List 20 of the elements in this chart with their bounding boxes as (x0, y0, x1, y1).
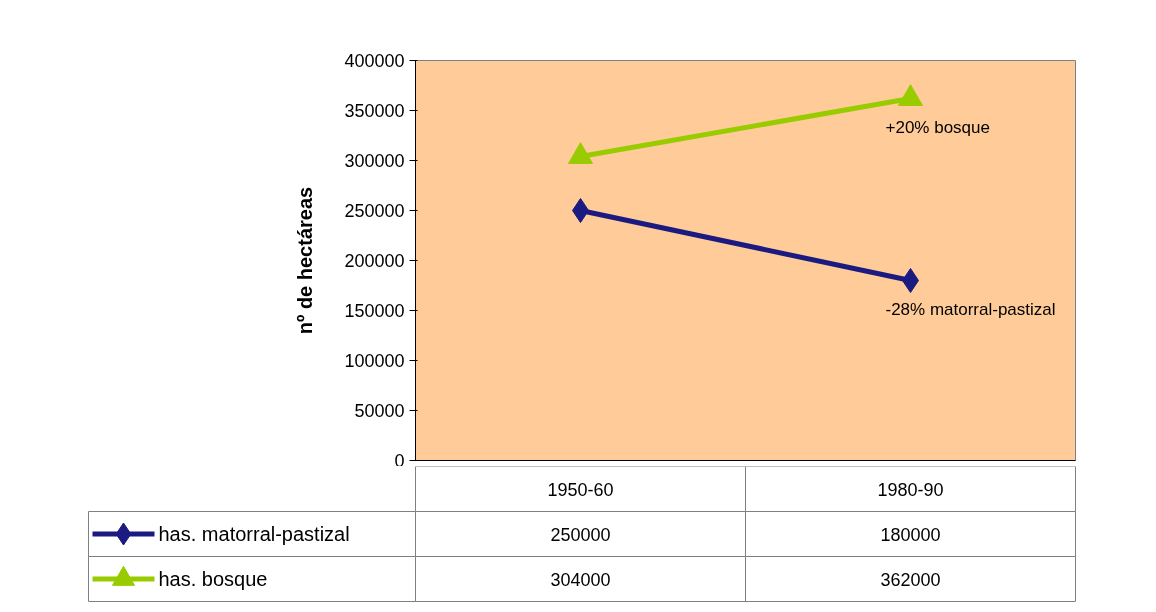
y-tick-label: 250000 (344, 201, 405, 221)
y-tick-label: 300000 (344, 151, 405, 171)
data-label: 250000 (550, 524, 611, 545)
x-tick-label: 1950-60 (547, 479, 614, 500)
x-tick-label: 1980-90 (877, 479, 944, 500)
annotation: -28% matorral-pastizal (885, 299, 1056, 319)
y-tick-label: 0 (394, 450, 405, 471)
annotation: +20% bosque (885, 117, 990, 137)
data-label: 362000 (880, 569, 941, 590)
data-label: 180000 (880, 524, 941, 545)
y-tick-label: 200000 (344, 251, 405, 271)
y-tick-label: 50000 (354, 401, 405, 421)
data-label: 304000 (550, 569, 611, 590)
y-tick-label: 400000 (344, 51, 405, 71)
y-axis-title: nº de hectáreas (294, 186, 317, 335)
y-tick-label: 100000 (344, 351, 405, 371)
legend-label: has. bosque (158, 568, 268, 590)
y-tick-label: 150000 (344, 301, 405, 321)
legend-label: has. matorral-pastizal (158, 523, 350, 545)
y-tick-label: 350000 (344, 101, 405, 121)
